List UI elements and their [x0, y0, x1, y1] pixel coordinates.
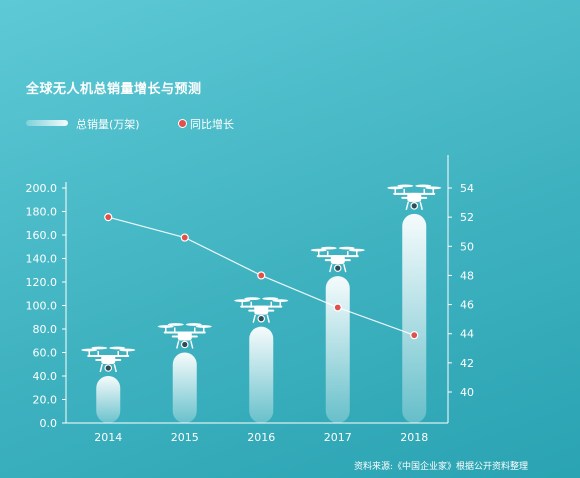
x-tick-label: 2015 — [171, 431, 199, 444]
legend-line-label: 同比增长 — [190, 118, 234, 131]
drone-icon — [387, 184, 442, 211]
growth-point — [333, 303, 342, 312]
y-left-tick-label: 80.0 — [33, 323, 58, 336]
bar — [172, 352, 197, 423]
y-right-tick-label: 52 — [460, 211, 474, 224]
x-tick-label: 2016 — [247, 431, 275, 444]
growth-point — [257, 271, 266, 280]
y-left-tick-label: 20.0 — [33, 394, 58, 407]
y-right-tick-label: 40 — [460, 386, 474, 399]
legend-line-swatch — [178, 119, 187, 128]
y-left-tick-label: 0.0 — [40, 417, 58, 430]
y-right-tick-label: 50 — [460, 240, 474, 253]
y-right-tick-label: 48 — [460, 269, 474, 282]
y-left-tick-label: 40.0 — [33, 370, 58, 383]
y-left-tick-label: 160.0 — [26, 229, 58, 242]
y-right-tick-label: 44 — [460, 328, 474, 341]
drone-icon — [81, 346, 136, 373]
y-left-tick-label: 100.0 — [26, 300, 58, 313]
y-left-tick-label: 60.0 — [33, 347, 58, 360]
bar — [96, 376, 121, 423]
x-tick-label: 2014 — [94, 431, 122, 444]
y-right-tick-label: 46 — [460, 299, 474, 312]
y-left-tick-label: 140.0 — [26, 253, 58, 266]
bar — [402, 213, 427, 423]
legend-bar-label: 总销量(万架) — [76, 118, 140, 131]
x-tick-label: 2018 — [400, 431, 428, 444]
drone-icon — [310, 246, 365, 273]
y-left-tick-label: 180.0 — [26, 206, 58, 219]
chart-title: 全球无人机总销量增长与预测 — [26, 82, 202, 97]
y-right-tick-label: 54 — [460, 182, 474, 195]
growth-point — [104, 213, 113, 222]
x-tick-label: 2017 — [324, 431, 352, 444]
source-note: 资料来源:《中国企业家》根据公开资料整理 — [353, 462, 528, 472]
legend-bar-swatch — [26, 120, 68, 126]
drone-icon — [157, 323, 212, 349]
growth-point — [180, 233, 189, 242]
y-right-tick-label: 42 — [460, 357, 474, 370]
y-left-tick-label: 120.0 — [26, 276, 58, 289]
bar — [325, 276, 350, 423]
bar — [249, 326, 274, 423]
drone-icon — [234, 297, 289, 323]
growth-point — [410, 331, 419, 340]
y-left-tick-label: 200.0 — [26, 182, 58, 195]
